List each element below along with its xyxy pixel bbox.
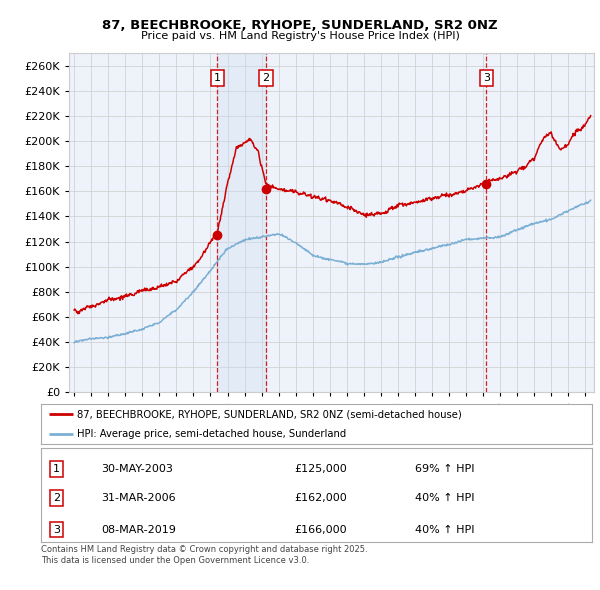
Text: 08-MAR-2019: 08-MAR-2019 <box>101 525 176 535</box>
Text: £166,000: £166,000 <box>294 525 347 535</box>
Text: Contains HM Land Registry data © Crown copyright and database right 2025.
This d: Contains HM Land Registry data © Crown c… <box>41 545 367 565</box>
Text: Price paid vs. HM Land Registry's House Price Index (HPI): Price paid vs. HM Land Registry's House … <box>140 31 460 41</box>
Text: HPI: Average price, semi-detached house, Sunderland: HPI: Average price, semi-detached house,… <box>77 430 346 440</box>
Text: 30-MAY-2003: 30-MAY-2003 <box>101 464 173 474</box>
Text: 2: 2 <box>53 493 60 503</box>
Text: 31-MAR-2006: 31-MAR-2006 <box>101 493 176 503</box>
Text: 3: 3 <box>53 525 60 535</box>
Text: 87, BEECHBROOKE, RYHOPE, SUNDERLAND, SR2 0NZ: 87, BEECHBROOKE, RYHOPE, SUNDERLAND, SR2… <box>102 19 498 32</box>
Text: £162,000: £162,000 <box>294 493 347 503</box>
Text: 87, BEECHBROOKE, RYHOPE, SUNDERLAND, SR2 0NZ (semi-detached house): 87, BEECHBROOKE, RYHOPE, SUNDERLAND, SR2… <box>77 409 461 419</box>
Text: £125,000: £125,000 <box>294 464 347 474</box>
Text: 40% ↑ HPI: 40% ↑ HPI <box>415 493 475 503</box>
Bar <box>217 53 266 392</box>
Text: 40% ↑ HPI: 40% ↑ HPI <box>415 525 475 535</box>
Text: 1: 1 <box>53 464 60 474</box>
Text: 1: 1 <box>214 73 221 83</box>
Text: 3: 3 <box>483 73 490 83</box>
Text: 69% ↑ HPI: 69% ↑ HPI <box>415 464 475 474</box>
Text: 2: 2 <box>262 73 269 83</box>
